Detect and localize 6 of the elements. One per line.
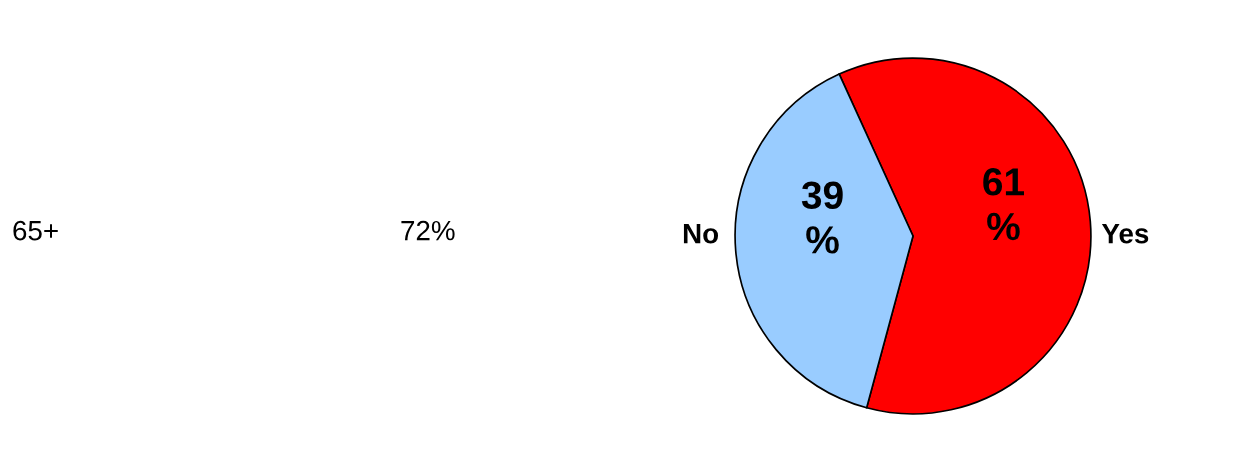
slice-label: Yes (1101, 224, 1149, 244)
data-label: 61 % (983, 168, 1025, 241)
slice-label: No (683, 224, 719, 244)
text: 65+ (13, 220, 58, 241)
data-label: 39 % (801, 181, 843, 254)
text: 72% (401, 220, 455, 241)
